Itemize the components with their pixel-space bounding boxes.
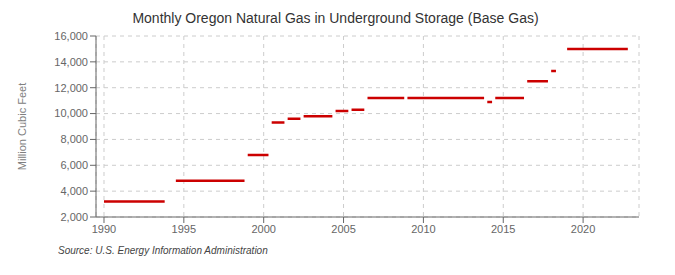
svg-text:1995: 1995	[172, 223, 196, 235]
svg-text:2020: 2020	[571, 223, 595, 235]
svg-text:16,000: 16,000	[54, 30, 88, 42]
svg-text:2000: 2000	[251, 223, 275, 235]
svg-text:4,000: 4,000	[60, 185, 88, 197]
svg-text:2005: 2005	[331, 223, 355, 235]
html-text:Source: U.S. Energy Informatio: Source: U.S. Energy Information Administ…	[58, 245, 268, 256]
svg-text:1990: 1990	[92, 223, 116, 235]
html-text:Monthly Oregon Natural Gas in: Monthly Oregon Natural Gas in Undergroun…	[132, 10, 539, 26]
svg-text:2010: 2010	[411, 223, 435, 235]
svg-text:Million Cubic Feet: Million Cubic Feet	[16, 83, 28, 170]
svg-text:14,000: 14,000	[54, 56, 88, 68]
svg-text:2015: 2015	[491, 223, 515, 235]
svg-text:8,000: 8,000	[60, 133, 88, 145]
svg-text:12,000: 12,000	[54, 82, 88, 94]
svg-text:6,000: 6,000	[60, 159, 88, 171]
svg-text:2,000: 2,000	[60, 211, 88, 223]
svg-text:10,000: 10,000	[54, 107, 88, 119]
